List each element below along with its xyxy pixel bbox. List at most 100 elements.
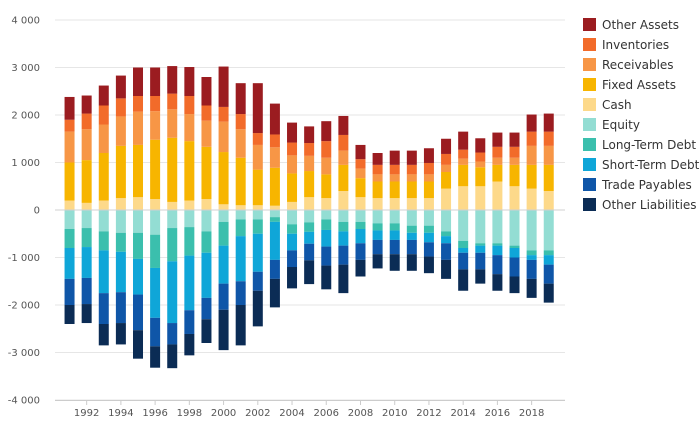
bar-segment-inventories xyxy=(543,131,554,146)
bar-segment-fixed-assets xyxy=(287,173,298,202)
bar-segment-short-term-debt xyxy=(269,221,280,260)
bar-segment-trade-payables xyxy=(406,239,417,255)
bar-segment-fixed-assets xyxy=(218,152,229,205)
bar-segment-receivables xyxy=(81,129,92,161)
bar-segment-other-liabilities xyxy=(133,330,144,359)
bar-segment-equity xyxy=(355,210,366,222)
y-tick-label: 2 000 xyxy=(11,111,40,122)
bar-column-2004 xyxy=(287,122,298,289)
bar-segment-receivables xyxy=(526,145,537,165)
bar-segment-inventories xyxy=(184,96,195,115)
bar-segment-short-term-debt xyxy=(355,229,366,244)
legend-label: Inventories xyxy=(602,38,669,52)
bar-segment-fixed-assets xyxy=(133,144,144,198)
bar-segment-short-term-debt xyxy=(252,233,263,272)
bar-segment-equity xyxy=(252,210,263,220)
bar-segment-equity xyxy=(115,210,126,233)
bar-segment-inventories xyxy=(458,149,469,159)
bar-segment-other-assets xyxy=(150,67,161,96)
bar-segment-equity xyxy=(167,210,178,229)
bar-column-1996 xyxy=(150,67,161,368)
bar-segment-other-liabilities xyxy=(235,305,246,346)
y-tick-label: 0 xyxy=(34,206,40,217)
bar-column-1999 xyxy=(201,77,212,343)
bar-segment-trade-payables xyxy=(235,281,246,305)
bar-column-1997 xyxy=(167,66,178,369)
bar-segment-equity xyxy=(423,210,434,226)
bar-segment-receivables xyxy=(287,155,298,174)
legend-item-short-term-debt[interactable]: Short-Term Debt xyxy=(583,158,700,172)
bar-segment-receivables xyxy=(167,109,178,138)
bar-segment-inventories xyxy=(389,164,400,175)
bar-segment-other-assets xyxy=(492,132,503,147)
bar-segment-trade-payables xyxy=(492,255,503,275)
legend-swatch xyxy=(583,78,596,91)
legend-label: Equity xyxy=(602,118,640,132)
legend-swatch xyxy=(583,98,596,111)
bar-segment-other-assets xyxy=(372,153,383,165)
bar-segment-long-term-debt xyxy=(133,232,144,259)
bar-segment-trade-payables xyxy=(526,259,537,279)
bar-segment-inventories xyxy=(98,105,109,125)
bar-segment-receivables xyxy=(475,161,486,168)
bar-segment-long-term-debt xyxy=(543,250,554,256)
bar-segment-equity xyxy=(458,210,469,241)
bar-segment-other-assets xyxy=(389,150,400,165)
bar-segment-fixed-assets xyxy=(269,167,280,206)
bar-segment-equity xyxy=(526,210,537,251)
legend-label: Fixed Assets xyxy=(602,78,676,92)
legend-item-equity[interactable]: Equity xyxy=(583,118,640,132)
legend-label: Trade Payables xyxy=(601,178,692,192)
bar-segment-equity xyxy=(150,210,161,235)
bar-segment-inventories xyxy=(372,164,383,175)
bar-segment-cash xyxy=(81,202,92,210)
legend-item-long-term-debt[interactable]: Long-Term Debt xyxy=(583,138,696,152)
bar-segment-fixed-assets xyxy=(235,157,246,206)
bar-segment-other-liabilities xyxy=(304,260,315,285)
bar-segment-cash xyxy=(115,198,126,210)
legend-item-receivables[interactable]: Receivables xyxy=(583,58,674,72)
y-tick-label: 4 000 xyxy=(11,16,40,27)
bar-segment-cash xyxy=(252,205,263,210)
bar-segment-fixed-assets xyxy=(98,153,109,201)
x-tick-label: 1998 xyxy=(177,408,202,419)
bar-segment-fixed-assets xyxy=(184,141,195,201)
bar-segment-other-liabilities xyxy=(252,290,263,327)
y-tick-label: 1 000 xyxy=(11,158,40,169)
bar-segment-other-liabilities xyxy=(389,254,400,271)
bar-segment-cash xyxy=(423,198,434,210)
bar-segment-short-term-debt xyxy=(304,231,315,244)
bar-segment-fixed-assets xyxy=(526,164,537,189)
bar-column-1998 xyxy=(184,67,195,356)
bar-segment-other-liabilities xyxy=(441,259,452,279)
legend-swatch xyxy=(583,198,596,211)
bar-segment-inventories xyxy=(201,105,212,121)
y-tick-label: -2 000 xyxy=(8,301,40,312)
legend-swatch xyxy=(583,158,596,171)
legend-swatch xyxy=(583,118,596,131)
bar-segment-equity xyxy=(475,210,486,244)
bar-column-2007 xyxy=(338,115,349,294)
bar-column-2015 xyxy=(475,138,486,284)
legend-label: Other Assets xyxy=(602,18,679,32)
bar-segment-trade-payables xyxy=(167,323,178,345)
legend-item-inventories[interactable]: Inventories xyxy=(583,38,669,52)
legend[interactable]: Other Assets Inventories Receivables Fixed … xyxy=(583,18,700,212)
bar-segment-other-assets xyxy=(355,144,366,160)
bar-segment-other-liabilities xyxy=(458,269,469,291)
bar-segment-other-assets xyxy=(287,122,298,143)
bar-segment-fixed-assets xyxy=(81,160,92,203)
legend-item-cash[interactable]: Cash xyxy=(583,98,632,112)
bar-segment-other-assets xyxy=(98,85,109,106)
bar-segment-short-term-debt xyxy=(115,251,126,293)
legend-swatch xyxy=(583,178,596,191)
legend-item-trade-payables[interactable]: Trade Payables xyxy=(583,178,692,192)
legend-item-other-assets[interactable]: Other Assets xyxy=(583,18,679,32)
legend-item-other-liabilities[interactable]: Other Liabilities xyxy=(583,198,697,212)
bar-segment-equity xyxy=(98,210,109,232)
bar-segment-short-term-debt xyxy=(441,236,452,244)
bar-segment-receivables xyxy=(150,111,161,140)
legend-item-fixed-assets[interactable]: Fixed Assets xyxy=(583,78,676,92)
bar-segment-equity xyxy=(304,210,315,223)
bar-segment-inventories xyxy=(218,106,229,122)
